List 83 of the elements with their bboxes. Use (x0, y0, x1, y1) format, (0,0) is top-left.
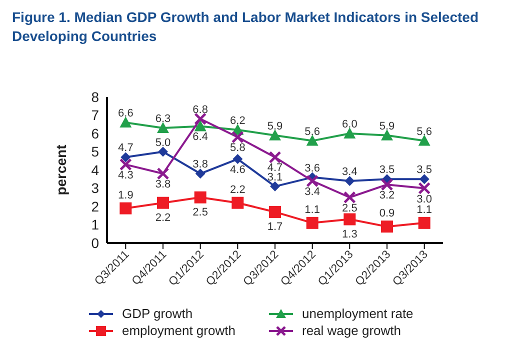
data-label: 5.8 (230, 142, 246, 154)
legend-label: unemployment rate (302, 306, 414, 321)
data-label: 3.8 (192, 158, 208, 171)
data-label: 5.9 (267, 120, 283, 132)
data-label: 4.6 (230, 164, 246, 176)
point (269, 206, 281, 218)
data-label: 1.3 (342, 228, 358, 240)
point (343, 191, 356, 204)
data-label: 1.1 (416, 204, 432, 216)
point (306, 174, 319, 188)
point (194, 191, 206, 204)
point (269, 129, 281, 140)
data-label: 2.2 (230, 184, 246, 196)
data-label: 1.9 (118, 189, 134, 202)
data-label: 3.6 (304, 162, 320, 174)
data-label: 6.0 (342, 118, 358, 130)
point (120, 152, 131, 162)
data-label: 3.0 (416, 193, 432, 206)
data-label: 4.3 (118, 170, 134, 182)
data-label: 5.6 (304, 126, 320, 138)
point (380, 178, 394, 191)
data-label: 6.8 (192, 104, 208, 116)
point (306, 134, 318, 146)
data-label: 6.6 (118, 108, 134, 120)
point (119, 158, 132, 171)
data-label: 3.4 (304, 186, 320, 198)
legend-label: employment growth (122, 323, 236, 338)
data-label: 1.7 (267, 220, 283, 233)
point (158, 146, 168, 157)
point (418, 216, 430, 229)
legend-label: GDP growth (122, 306, 193, 321)
data-label: 1.1 (304, 204, 320, 216)
point (120, 116, 132, 128)
data-label: 6.3 (155, 113, 171, 126)
point (306, 216, 318, 229)
y-tick-label: 0 (91, 234, 100, 251)
point (194, 112, 207, 126)
data-label: 3.8 (155, 178, 171, 191)
y-tick-label: 1 (91, 216, 100, 233)
y-tick-label: 3 (91, 180, 100, 196)
y-tick-label: 4 (91, 162, 100, 178)
point (195, 168, 206, 179)
data-label: 3.1 (267, 171, 283, 184)
data-label: 3.5 (416, 164, 432, 176)
data-label: 5.9 (379, 120, 395, 132)
point (120, 202, 132, 214)
point (157, 196, 169, 209)
point (270, 181, 280, 192)
y-tick-label: 8 (91, 88, 100, 105)
y-axis-title: percent (52, 144, 69, 196)
data-label: 6.2 (230, 114, 246, 127)
chart-title: Figure 1. Median GDP Growth and Labor Market Indicators in Selected Developing Countries (12, 8, 480, 46)
point (194, 120, 206, 132)
data-label: 5.6 (416, 126, 432, 138)
point (344, 213, 356, 226)
point (156, 167, 170, 180)
y-tick-label: 2 (91, 198, 100, 214)
data-label: 2.2 (155, 212, 171, 224)
data-label: 4.7 (118, 142, 134, 154)
data-label: 5.0 (155, 136, 171, 149)
point (344, 128, 356, 138)
y-tick-label: 5 (91, 144, 100, 160)
point (344, 176, 355, 186)
data-label: 2.5 (192, 206, 208, 218)
data-label: 3.5 (379, 164, 395, 176)
point (381, 220, 393, 233)
data-label: 2.5 (342, 202, 358, 214)
data-label: 3.2 (379, 190, 395, 202)
point (231, 130, 244, 144)
legend-label: real wage growth (302, 323, 401, 338)
data-label: 3.4 (342, 166, 358, 178)
point (418, 134, 430, 146)
point (418, 182, 431, 194)
data-label: 0.9 (379, 208, 395, 220)
data-label: 6.4 (192, 131, 208, 144)
point (157, 122, 169, 134)
point (268, 150, 282, 164)
point (381, 129, 393, 140)
y-tick-label: 7 (91, 107, 100, 124)
point (419, 174, 430, 184)
y-tick-label: 6 (91, 125, 100, 142)
point (232, 154, 243, 164)
point (232, 196, 244, 209)
